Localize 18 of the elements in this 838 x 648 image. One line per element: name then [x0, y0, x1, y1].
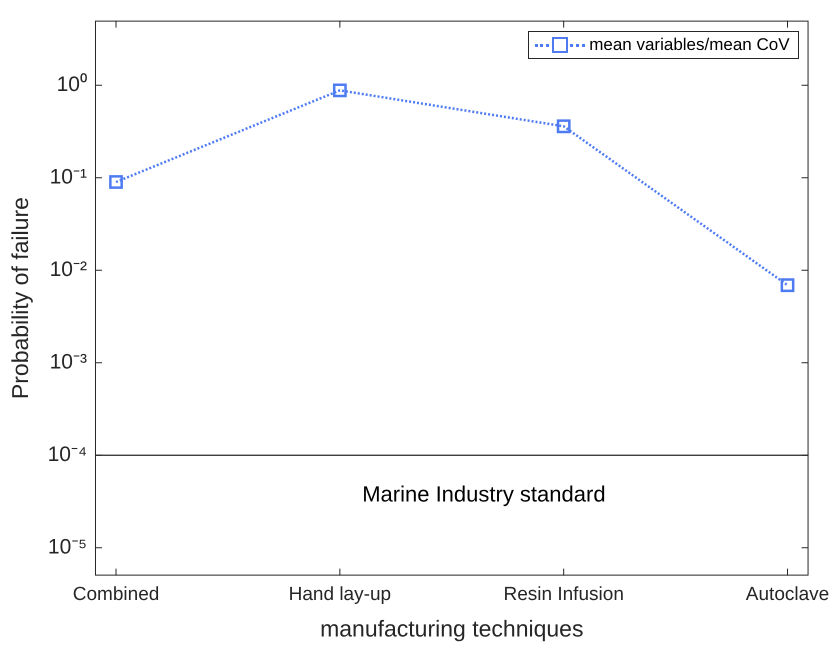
ref-line-label: Marine Industry standard: [362, 481, 606, 506]
point: [780, 278, 794, 292]
y-tick-label: 10⁻²: [50, 258, 87, 282]
x-tick-label: Autoclave: [746, 584, 830, 606]
y-tick-label: 10⁰: [56, 73, 87, 96]
x-tick-label: Resin Infusion: [503, 584, 624, 606]
point: [556, 119, 571, 134]
x-axis-title: manufacturing techniques: [320, 616, 584, 642]
x-tick-label: Hand lay-up: [288, 584, 392, 606]
y-axis-title: Probability of failure: [7, 197, 34, 400]
y-tick-label: 10⁻³: [50, 350, 87, 374]
x-tick-label: Combined: [72, 584, 160, 606]
point: [109, 175, 123, 189]
y-tick-label: 10⁻¹: [50, 166, 87, 189]
point: [332, 83, 347, 98]
legend-label: mean variables/mean CoV: [589, 34, 790, 55]
y-tick-label: 10⁻⁵: [48, 536, 87, 559]
y-tick-label: 10⁻⁴: [48, 443, 87, 466]
